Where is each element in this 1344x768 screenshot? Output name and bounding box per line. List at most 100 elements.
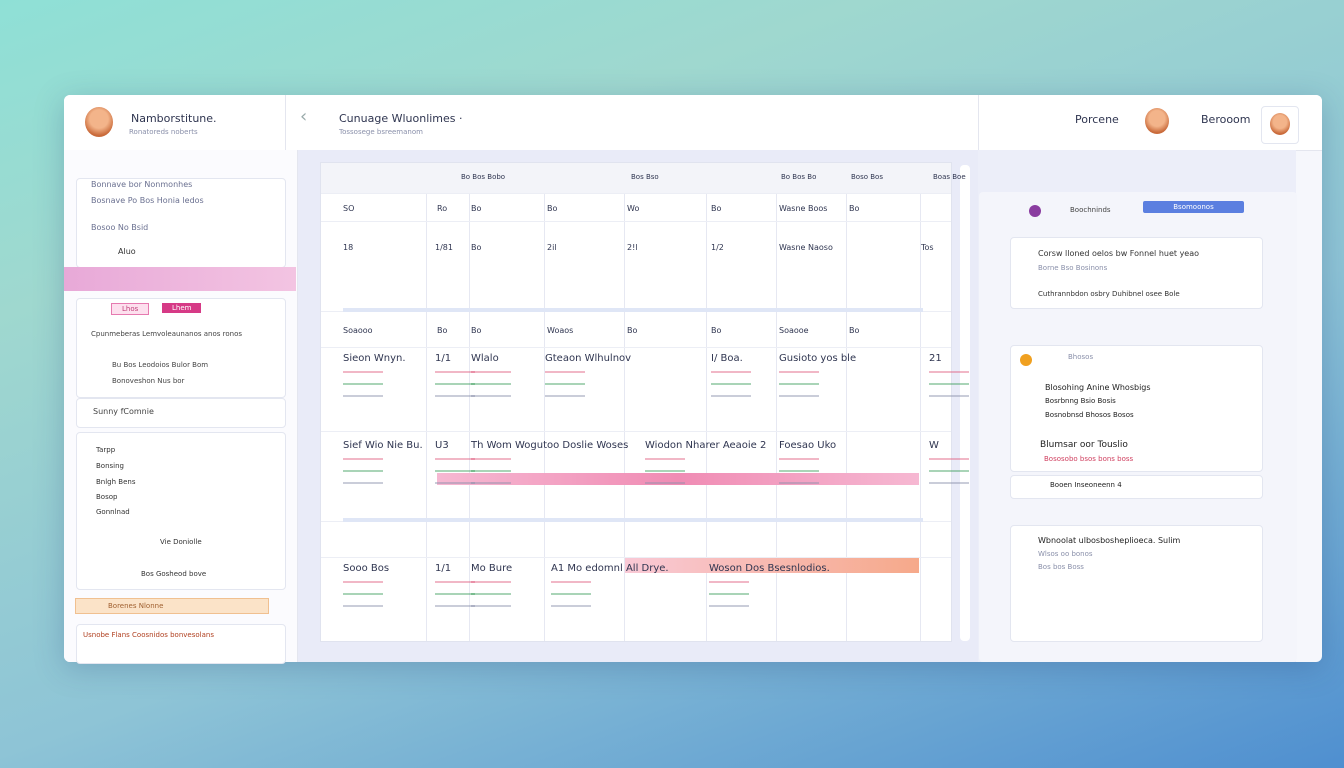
menu-item[interactable]: Bnlgh Bens [96, 478, 136, 486]
cell-text: Tos [921, 243, 934, 252]
detail-line [645, 470, 685, 472]
note-card [76, 178, 286, 268]
week-separator [343, 518, 923, 522]
cell-text: Bo [849, 326, 860, 335]
user-subtitle: Ronatoreds noberts [129, 128, 198, 136]
footer-text: Usnobe Flans Coosnidos bonvesolans [83, 631, 214, 639]
info-line: Bos bos Boss [1038, 563, 1084, 571]
grid-line [469, 163, 470, 641]
detail-line [711, 371, 751, 373]
detail-line [709, 593, 749, 595]
task-item: Bosnobnsd Bhosos Bosos [1045, 411, 1134, 419]
cell-text: 1/1 [435, 563, 452, 574]
user-link[interactable]: Porcene [1075, 113, 1119, 126]
icon [1029, 205, 1041, 217]
detail-line [711, 395, 751, 397]
cell-text: Th Wom Wogutoo Doslie Woses [471, 440, 629, 451]
divider [978, 95, 979, 150]
info-card [1010, 525, 1263, 642]
cell-text: Woson Dos Bsesnlodios. [709, 563, 830, 574]
cell-text: Soaooe [779, 326, 809, 335]
avatar [1145, 108, 1169, 134]
task-sub: Bososobo bsos bons boss [1044, 455, 1134, 463]
cell-text: 1/2 [711, 243, 724, 252]
cell-text: Foesao Uko [779, 440, 837, 451]
event-band [625, 558, 919, 573]
cell-text: Bo [471, 326, 482, 335]
detail-line [471, 482, 511, 484]
task-item: Bosrbnng Bsio Bosis [1045, 397, 1116, 405]
detail-line [779, 470, 819, 472]
detail-line [929, 383, 969, 385]
grid-line [321, 431, 951, 432]
menu-item[interactable]: Tarpp [96, 446, 116, 454]
detail-line [645, 458, 685, 460]
avatar-frame [1261, 106, 1299, 144]
cell-text: Wlalo [471, 353, 499, 364]
cell-text: SO [343, 204, 355, 213]
detail-line [471, 383, 511, 385]
detail-line [471, 593, 511, 595]
column-header: Bos Bso [631, 173, 659, 181]
menu-row[interactable]: Vie Doniolle [160, 538, 202, 546]
grid-line [624, 163, 625, 641]
event-band [437, 473, 919, 485]
detail-line [343, 458, 383, 460]
detail-line [929, 470, 969, 472]
detail-line [343, 605, 383, 607]
info-line: Wlsos oo bonos [1038, 550, 1093, 558]
menu-row[interactable]: Bos Gosheod bove [141, 570, 207, 578]
cell-text: Wasne Boos [779, 204, 828, 213]
cell-text: 1/81 [435, 243, 453, 252]
message-text: Cuthrannbdon osbry Duhibnel osee Bole [1038, 290, 1180, 298]
page-title: Cunuage Wluonlimes · [339, 112, 463, 125]
cell-text: 18 [343, 243, 354, 252]
cell-text: W [929, 440, 939, 451]
column-header: Bo Bos Bobo [461, 173, 506, 181]
back-button[interactable]: ‹ [300, 106, 308, 127]
detail-line [929, 395, 969, 397]
detail-line [645, 482, 685, 484]
cell-text: 1/1 [435, 353, 452, 364]
page-subtitle: Tossosege bsreemanom [339, 128, 423, 136]
grid-line [846, 163, 847, 641]
search-box[interactable] [76, 398, 286, 428]
cell-text: Gteaon Wlhulnov [545, 353, 632, 364]
grid-line [776, 163, 777, 641]
message-text: Borne Bso Bosinons [1038, 264, 1108, 272]
grid-line [426, 163, 427, 641]
detail-line [779, 458, 819, 460]
banner[interactable]: Borenes Nlonne [75, 598, 269, 614]
grid-line [321, 347, 951, 348]
note-line: Bosoo No Bsid [91, 223, 149, 232]
tab[interactable]: Lhem [162, 303, 202, 313]
icon [1020, 354, 1032, 366]
column-header: Bo Bos Bo [781, 173, 817, 181]
detail-line [709, 605, 749, 607]
detail-line [435, 371, 475, 373]
column-header: Boso Bos [851, 173, 883, 181]
task-title: Bhosos [1068, 353, 1094, 361]
detail-line [435, 581, 475, 583]
cell-text: Bo [471, 243, 482, 252]
menu-item[interactable]: Bonsing [96, 462, 124, 470]
tab[interactable]: Lhos [111, 303, 150, 315]
detail-line [929, 482, 969, 484]
user-link[interactable]: Berooom [1201, 113, 1251, 126]
detail-line [343, 593, 383, 595]
task-card [1010, 345, 1263, 472]
cell-text: Soaooo [343, 326, 373, 335]
message-card [1010, 237, 1263, 309]
info-title: Wbnoolat ulbosbosheplioeca. Sulim [1038, 536, 1181, 545]
detail-line [471, 458, 511, 460]
detail-line [343, 395, 383, 397]
detail-line [545, 383, 585, 385]
menu-item[interactable]: Bosop [96, 493, 118, 501]
detail-line [471, 605, 511, 607]
detail-line [343, 470, 383, 472]
menu-item[interactable]: Gonnlnad [96, 508, 130, 516]
list-row[interactable] [1010, 475, 1263, 499]
detail-line [709, 581, 749, 583]
primary-button[interactable]: Bsomoonos [1143, 201, 1244, 213]
